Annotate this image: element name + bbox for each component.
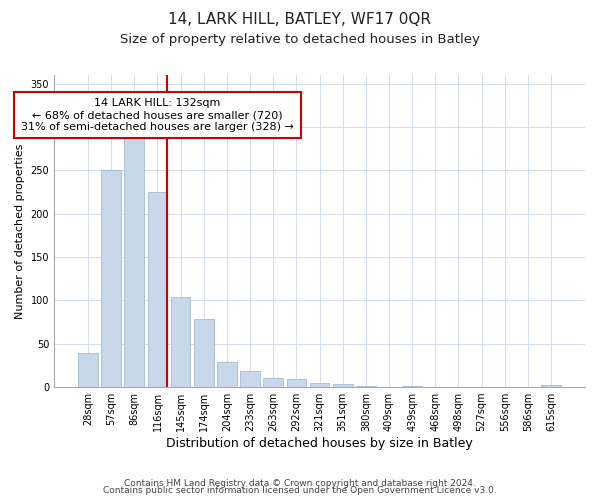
Bar	[356, 386, 376, 387]
Bar	[148, 192, 167, 387]
Bar	[194, 320, 214, 387]
Text: 14 LARK HILL: 132sqm
← 68% of detached houses are smaller (720)
31% of semi-deta: 14 LARK HILL: 132sqm ← 68% of detached h…	[21, 98, 294, 132]
Text: Size of property relative to detached houses in Batley: Size of property relative to detached ho…	[120, 32, 480, 46]
Bar	[263, 378, 283, 387]
Bar	[333, 384, 353, 387]
Bar	[171, 297, 190, 387]
Bar	[124, 134, 144, 387]
Text: Contains public sector information licensed under the Open Government Licence v3: Contains public sector information licen…	[103, 486, 497, 495]
Bar	[541, 386, 561, 387]
Bar	[78, 354, 98, 387]
Bar	[310, 382, 329, 387]
X-axis label: Distribution of detached houses by size in Batley: Distribution of detached houses by size …	[166, 437, 473, 450]
Text: 14, LARK HILL, BATLEY, WF17 0QR: 14, LARK HILL, BATLEY, WF17 0QR	[169, 12, 431, 28]
Bar	[402, 386, 422, 387]
Y-axis label: Number of detached properties: Number of detached properties	[15, 144, 25, 318]
Bar	[240, 372, 260, 387]
Text: Contains HM Land Registry data © Crown copyright and database right 2024.: Contains HM Land Registry data © Crown c…	[124, 478, 476, 488]
Bar	[101, 170, 121, 387]
Bar	[287, 380, 306, 387]
Bar	[217, 362, 237, 387]
